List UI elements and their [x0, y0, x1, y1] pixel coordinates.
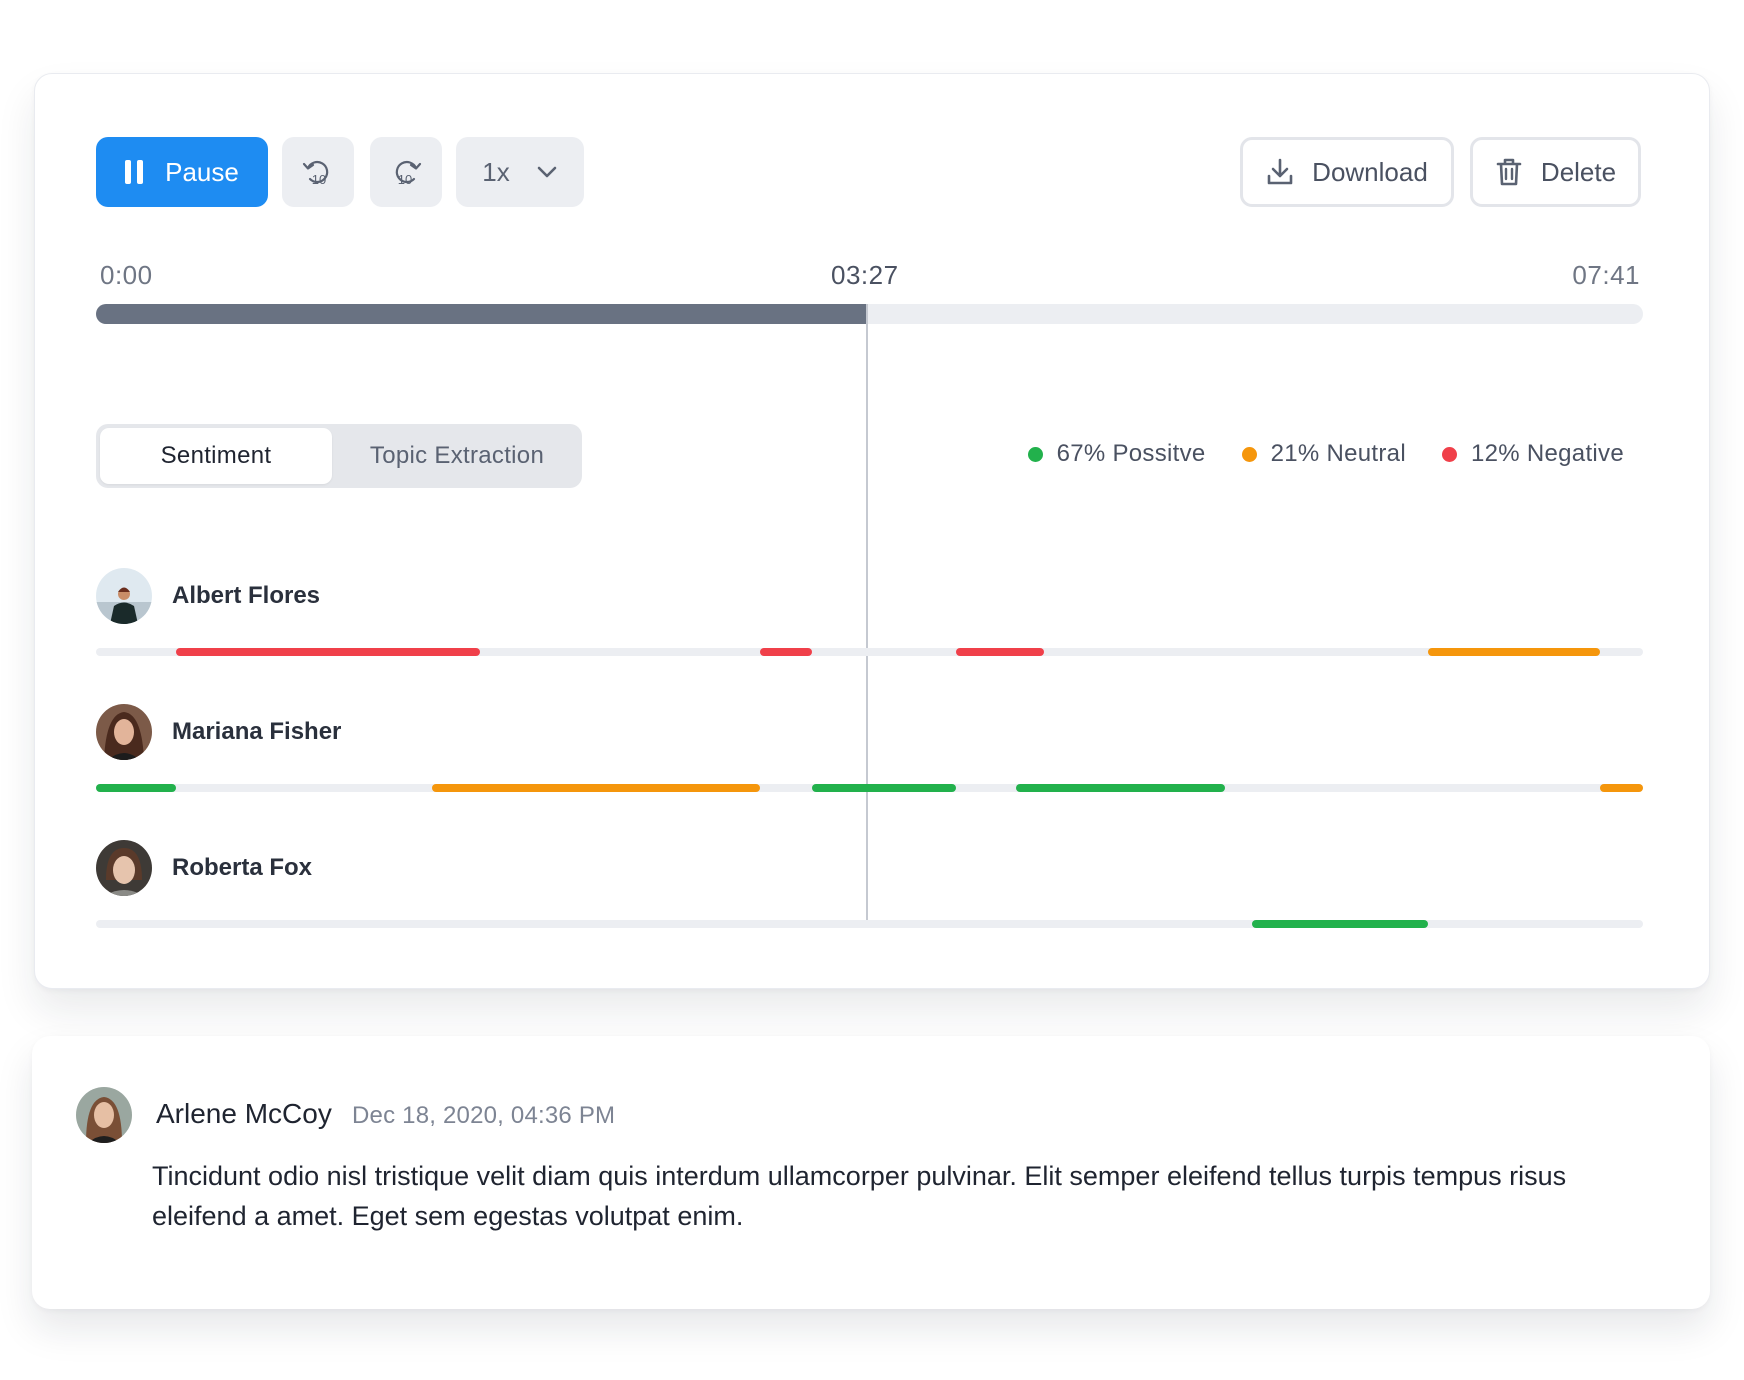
download-icon: [1267, 158, 1293, 185]
trash-icon: [1496, 158, 1522, 186]
comment-author: Arlene McCoy: [156, 1098, 332, 1129]
sentiment-segment-positive[interactable]: [96, 784, 177, 792]
rewind-10-icon: 10: [302, 160, 329, 187]
analysis-tabs: Sentiment Topic Extraction: [96, 424, 582, 488]
positive-dot-icon: [1027, 446, 1043, 462]
svg-text:10: 10: [398, 172, 412, 187]
speaker-name: Roberta Fox: [172, 854, 313, 881]
start-time: 0:00: [100, 260, 153, 290]
sentiment-segment-neutral[interactable]: [1427, 648, 1600, 656]
legend-neutral: 21% Neutral: [1241, 440, 1406, 468]
speaker-name: Albert Flores: [172, 582, 321, 609]
speaker-track-mariana-fisher[interactable]: [96, 784, 1643, 792]
svg-text:10: 10: [312, 172, 326, 187]
comment-date: Dec 18, 2020, 04:36 PM: [352, 1102, 616, 1129]
avatar-mariana-fisher: [96, 704, 152, 760]
comment-text: Tincidunt odio nisl tristique velit diam…: [152, 1161, 1567, 1231]
download-label: Download: [1312, 156, 1428, 187]
sentiment-segment-positive[interactable]: [812, 784, 957, 792]
sentiment-legend: 67% Possitve 21% Neutral 12% Negative: [1027, 440, 1624, 468]
sentiment-segment-positive[interactable]: [1251, 920, 1428, 928]
download-button[interactable]: Download: [1240, 137, 1454, 207]
pause-icon: [125, 160, 144, 184]
neutral-dot-icon: [1241, 446, 1257, 462]
negative-dot-icon: [1441, 446, 1457, 462]
progress-fill: [96, 304, 868, 324]
speed-value: 1x: [482, 156, 510, 187]
pause-label: Pause: [165, 156, 239, 187]
current-time: 03:27: [831, 260, 899, 290]
speaker-track-albert-flores[interactable]: [96, 648, 1643, 656]
sentiment-segment-neutral[interactable]: [1599, 784, 1643, 792]
legend-neutral-label: 21% Neutral: [1270, 440, 1406, 467]
speaker-track-roberta-fox[interactable]: [96, 920, 1643, 928]
delete-label: Delete: [1540, 156, 1617, 187]
playhead-line[interactable]: [866, 304, 869, 927]
tab-sentiment[interactable]: Sentiment: [100, 428, 332, 484]
avatar-albert-flores: [96, 568, 152, 624]
rewind-10-button[interactable]: 10: [282, 137, 354, 207]
sentiment-segment-neutral[interactable]: [431, 784, 760, 792]
comment-card: [32, 1036, 1710, 1309]
progress-bar[interactable]: [96, 304, 1643, 324]
delete-button[interactable]: Delete: [1470, 137, 1641, 207]
commenter-avatar: [76, 1087, 132, 1143]
avatar-roberta-fox: [96, 840, 152, 896]
legend-positive: 67% Possitve: [1027, 440, 1206, 468]
sentiment-segment-negative[interactable]: [759, 648, 813, 656]
sentiment-segment-positive[interactable]: [1016, 784, 1226, 792]
sentiment-segment-negative[interactable]: [176, 648, 480, 656]
legend-negative-label: 12% Negative: [1470, 440, 1624, 467]
chevron-down-icon: [537, 166, 557, 178]
end-time: 07:41: [1572, 260, 1640, 290]
playback-speed-select[interactable]: 1x: [456, 137, 584, 207]
legend-negative: 12% Negative: [1441, 440, 1624, 468]
pause-button[interactable]: Pause: [96, 137, 268, 207]
audio-player-card: [34, 73, 1710, 989]
forward-10-button[interactable]: 10: [370, 137, 442, 207]
forward-10-icon: 10: [395, 160, 422, 187]
speaker-name: Mariana Fisher: [172, 718, 342, 745]
sentiment-segment-negative[interactable]: [956, 648, 1045, 656]
tab-topic-extraction[interactable]: Topic Extraction: [369, 442, 545, 469]
legend-positive-label: 67% Possitve: [1056, 440, 1206, 467]
